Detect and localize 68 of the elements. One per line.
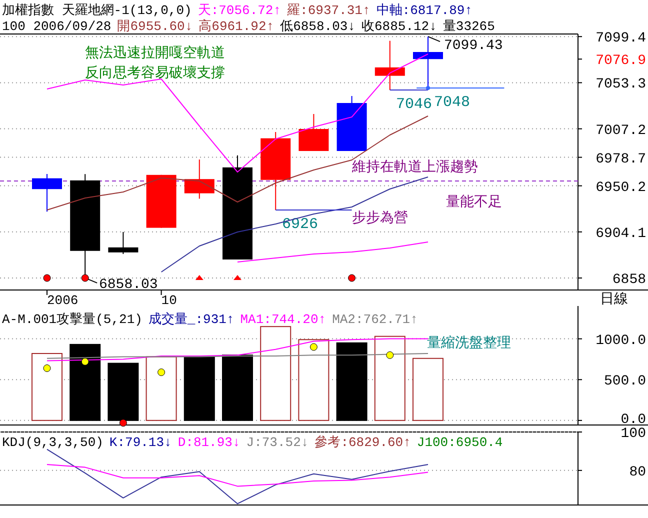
- annotation: 6926: [282, 216, 318, 233]
- x-tick-label: 2006: [47, 293, 78, 308]
- annotation: 無法迅速拉開嘎空軌道: [85, 45, 225, 62]
- annotation: 量能不足: [446, 194, 502, 211]
- bar: [336, 342, 368, 421]
- annotation: D:81.93↓: [178, 435, 240, 450]
- y-tick-label: 0.0: [620, 412, 646, 428]
- point: [158, 368, 166, 376]
- point: [43, 364, 51, 372]
- line-series: [237, 242, 428, 262]
- annotation: 7046: [396, 96, 432, 113]
- bar: [184, 356, 215, 421]
- annotation: 收6885.12↓: [361, 19, 437, 34]
- bar: [70, 344, 101, 421]
- line-series: [46, 464, 428, 487]
- candlestick: [108, 232, 138, 254]
- bar: [374, 336, 406, 421]
- annotation: J:73.52↓: [246, 435, 309, 450]
- annotation: 量33265: [442, 19, 495, 34]
- annotation: 7048: [434, 94, 470, 111]
- y-tick-label: 6858: [612, 272, 646, 288]
- line-series: [160, 176, 428, 272]
- y-tick-label: 6978.7: [596, 151, 646, 168]
- text: 日線: [600, 291, 628, 308]
- text: 天:7056.72↑: [198, 3, 282, 18]
- annotation: 維持在軌道上漲趨勢: [351, 159, 478, 176]
- y-tick-label: 100: [620, 426, 646, 442]
- point: [386, 351, 394, 359]
- point: [310, 343, 318, 351]
- annotation: 7099.43: [444, 38, 503, 54]
- bar: [298, 339, 330, 421]
- y-tick-label: 7007.2: [596, 122, 646, 139]
- chart-title: 加權指數 天羅地網-1(13,0,0): [2, 3, 192, 18]
- y-tick-label: 80: [629, 464, 646, 480]
- chart-subtitle: 100 2006/09/28: [2, 19, 112, 34]
- x-tick-label: 10: [161, 293, 177, 308]
- annotation: 參考:6829.60↑: [314, 435, 411, 450]
- text: 中軸:6817.89↑: [376, 3, 472, 18]
- annotation: 開6955.60↓: [117, 19, 193, 34]
- annotation: 低6858.03↓: [280, 19, 356, 34]
- bar: [260, 326, 292, 421]
- bar: [32, 353, 62, 421]
- y-tick-label: 6950.2: [596, 180, 646, 196]
- annotation: 步步為營: [352, 210, 408, 227]
- y-tick-label: 7099.4: [596, 30, 646, 47]
- annotation: MA2:762.71↑: [332, 312, 418, 327]
- y-tick-label: 7076.9: [596, 53, 646, 70]
- bar: [412, 358, 444, 421]
- line-series: [46, 448, 428, 504]
- y-tick-label: 1000.0: [596, 332, 646, 349]
- bar: [222, 354, 253, 421]
- annotation: MA1:744.20↑: [240, 312, 326, 327]
- annotation: K:79.13↓: [109, 435, 172, 450]
- annotation: 量縮洗盤整理: [427, 335, 511, 352]
- y-tick-label: 7053.3: [596, 76, 646, 93]
- y-tick-label: 6904.1: [596, 226, 646, 242]
- bar: [146, 356, 177, 421]
- text: 羅:6937.31↑: [287, 3, 370, 18]
- annotation: 高6961.92↑: [198, 18, 274, 34]
- point: [81, 358, 89, 366]
- point: [119, 419, 127, 427]
- y-tick-label: 500.0: [604, 374, 646, 390]
- annotation: 6858.03: [99, 277, 158, 293]
- annotation: 成交量_:931↑: [148, 311, 234, 327]
- annotation: 反向思考容易破壞支撐: [85, 65, 225, 82]
- text: A-M.001攻擊量(5,21): [2, 312, 142, 327]
- chart-title: KDJ(9,3,3,50): [2, 435, 104, 450]
- annotation: J100:6950.4: [416, 435, 503, 450]
